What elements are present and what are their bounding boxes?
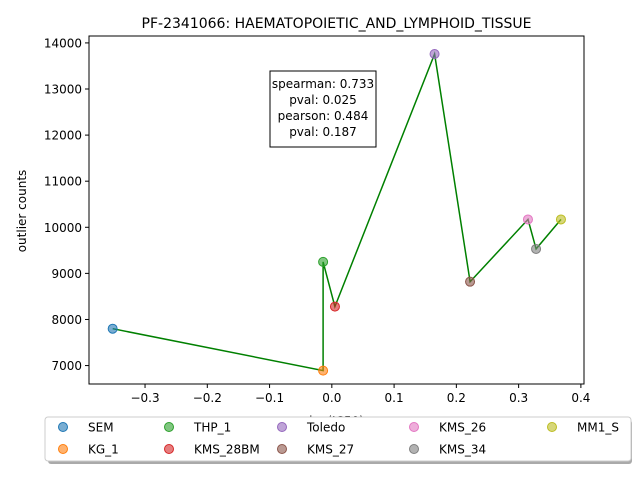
legend-label: THP_1 [193, 421, 231, 435]
data-point-thp-1 [318, 256, 329, 267]
axes-frame [88, 35, 585, 385]
x-tick-label: 0.1 [385, 391, 404, 405]
data-point-toledo [429, 48, 440, 59]
legend-label: KMS_27 [307, 443, 354, 457]
x-tick-label: 0.3 [509, 391, 528, 405]
data-point-kms-26 [522, 214, 533, 225]
y-tick-label: 8000 [51, 313, 82, 327]
legend-frame [44, 416, 632, 462]
data-point-kms-28bm [329, 301, 340, 312]
data-point-sem [107, 323, 118, 334]
annotation-line: pval: 0.025 [289, 93, 357, 107]
x-tick-label: −0.3 [130, 391, 159, 405]
data-point-kms-34 [531, 243, 542, 254]
annotation-line: spearman: 0.733 [272, 77, 374, 91]
legend: SEM KG_1 THP_1 KMS_28BM Toledo KMS_27 KMS_26 KM… [44, 416, 632, 464]
legend-label: MM1_S [577, 421, 619, 435]
legend-label: Toledo [306, 421, 345, 435]
legend-label: KMS_26 [439, 421, 486, 435]
annotation-box [269, 70, 377, 148]
y-tick-label: 10000 [44, 221, 82, 235]
x-tick-label: 0.4 [571, 391, 590, 405]
data-point-kg-1 [318, 365, 329, 376]
legend-marker [277, 444, 287, 454]
plot-area: −0.3 −0.2 −0.1 0.0 0.1 0.2 0.3 0.4 7000 8000 9000 1… [44, 35, 590, 405]
legend-marker [164, 444, 174, 454]
y-tick-label: 7000 [51, 359, 82, 373]
legend-label: KMS_28BM [194, 443, 260, 457]
legend-marker [58, 422, 68, 432]
y-tick-label: 11000 [44, 175, 82, 189]
y-tick-label: 13000 [44, 83, 82, 97]
legend-label: SEM [88, 421, 114, 435]
y-tick-label: 9000 [51, 267, 82, 281]
legend-marker [277, 422, 287, 432]
y-tick-label: 14000 [44, 36, 82, 50]
legend-label: KG_1 [88, 443, 119, 457]
y-axis-label: outlier counts [15, 170, 29, 253]
x-tick-label: −0.1 [255, 391, 284, 405]
data-point-kms-27 [465, 276, 476, 287]
legend-label: KMS_34 [439, 443, 486, 457]
x-tick-label: 0.2 [447, 391, 466, 405]
annotation-line: pval: 0.187 [289, 125, 357, 139]
data-point-mm1-s [555, 214, 566, 225]
annotation-line: pearson: 0.484 [278, 109, 369, 123]
x-tick-label: −0.2 [193, 391, 222, 405]
chart-title: PF-2341066: HAEMATOPOIETIC_AND_LYMPHOID_… [142, 16, 532, 32]
legend-marker [409, 444, 419, 454]
x-tick-label: 0.0 [322, 391, 341, 405]
legend-marker [58, 444, 68, 454]
y-tick-label: 12000 [44, 129, 82, 143]
legend-marker [547, 422, 557, 432]
stats-annotation: spearman: 0.733 pval: 0.025 pearson: 0.484… [269, 70, 377, 148]
legend-marker [164, 422, 174, 432]
legend-marker [409, 422, 419, 432]
